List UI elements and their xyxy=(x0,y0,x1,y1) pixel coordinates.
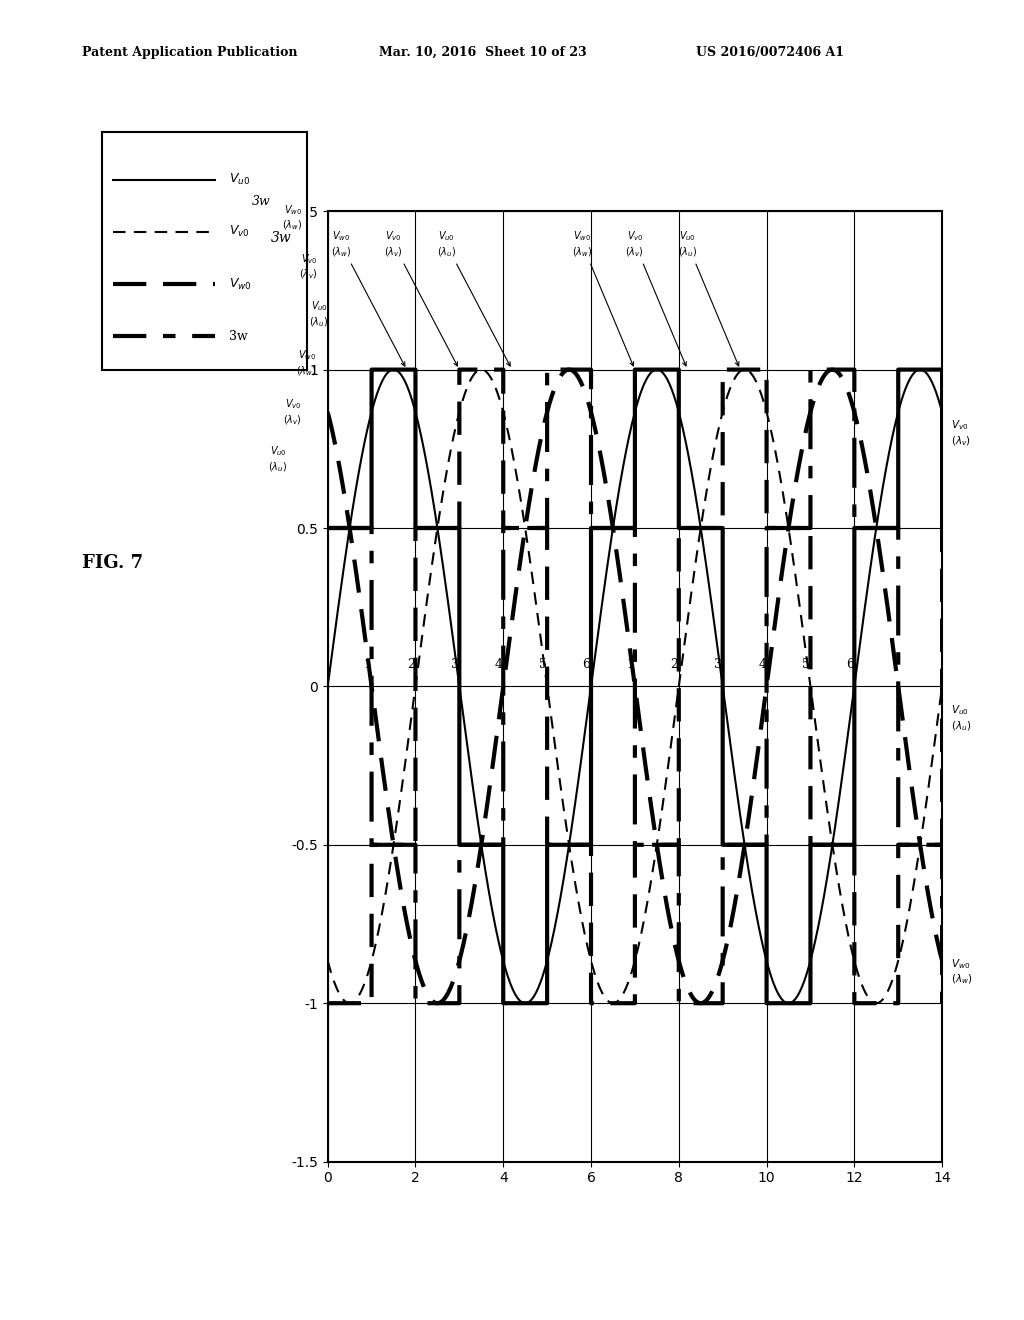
Text: $V_{w0}$
$(\lambda_w)$: $V_{w0}$ $(\lambda_w)$ xyxy=(572,230,634,366)
Text: $V_{u0}$: $V_{u0}$ xyxy=(229,172,251,187)
Text: $V_{u0}$
$(\lambda_u)$: $V_{u0}$ $(\lambda_u)$ xyxy=(951,704,971,733)
Text: $V_{u0}$
$(\lambda_u)$: $V_{u0}$ $(\lambda_u)$ xyxy=(267,445,287,474)
Text: Mar. 10, 2016  Sheet 10 of 23: Mar. 10, 2016 Sheet 10 of 23 xyxy=(379,46,587,59)
Text: FIG. 7: FIG. 7 xyxy=(82,554,143,573)
Text: $V_{v0}$
$(\lambda_v)$: $V_{v0}$ $(\lambda_v)$ xyxy=(299,252,317,281)
Text: 2: 2 xyxy=(671,657,678,671)
Text: 5: 5 xyxy=(802,657,810,671)
Text: 2: 2 xyxy=(408,657,415,671)
Text: $V_{v0}$
$(\lambda_v)$: $V_{v0}$ $(\lambda_v)$ xyxy=(284,397,302,426)
Text: $V_{w0}$: $V_{w0}$ xyxy=(229,276,252,292)
Text: $V_{w0}$
$(\lambda_w)$: $V_{w0}$ $(\lambda_w)$ xyxy=(282,203,302,232)
Text: $V_{w0}$
$(\lambda_w)$: $V_{w0}$ $(\lambda_w)$ xyxy=(296,348,316,378)
Text: 4: 4 xyxy=(758,657,766,671)
Text: $V_{u0}$
$(\lambda_u)$: $V_{u0}$ $(\lambda_u)$ xyxy=(678,230,739,366)
Text: $V_{v0}$
$(\lambda_v)$: $V_{v0}$ $(\lambda_v)$ xyxy=(626,230,686,366)
Text: $V_{v0}$: $V_{v0}$ xyxy=(229,224,250,239)
Text: $V_{v0}$
$(\lambda_v)$: $V_{v0}$ $(\lambda_v)$ xyxy=(384,230,458,366)
Text: 6: 6 xyxy=(846,657,854,671)
Text: 4: 4 xyxy=(495,657,503,671)
Text: 5: 5 xyxy=(539,657,547,671)
Text: $V_{u0}$
$(\lambda_u)$: $V_{u0}$ $(\lambda_u)$ xyxy=(436,230,510,366)
Text: $V_{w0}$
$(\lambda_w)$: $V_{w0}$ $(\lambda_w)$ xyxy=(331,230,404,366)
Text: Patent Application Publication: Patent Application Publication xyxy=(82,46,297,59)
Text: 3: 3 xyxy=(715,657,722,671)
Text: $V_{u0}$
$(\lambda_u)$: $V_{u0}$ $(\lambda_u)$ xyxy=(308,300,328,329)
Text: 3w: 3w xyxy=(252,194,270,207)
Text: $V_{v0}$
$(\lambda_v)$: $V_{v0}$ $(\lambda_v)$ xyxy=(951,418,971,447)
Text: 3w: 3w xyxy=(229,330,248,343)
Text: $V_{w0}$
$(\lambda_w)$: $V_{w0}$ $(\lambda_w)$ xyxy=(951,957,973,986)
Text: 1: 1 xyxy=(364,657,371,671)
Text: 6: 6 xyxy=(583,657,591,671)
Text: 3w: 3w xyxy=(271,231,292,244)
Text: US 2016/0072406 A1: US 2016/0072406 A1 xyxy=(696,46,845,59)
Text: 1: 1 xyxy=(627,657,635,671)
Text: 3: 3 xyxy=(451,657,459,671)
